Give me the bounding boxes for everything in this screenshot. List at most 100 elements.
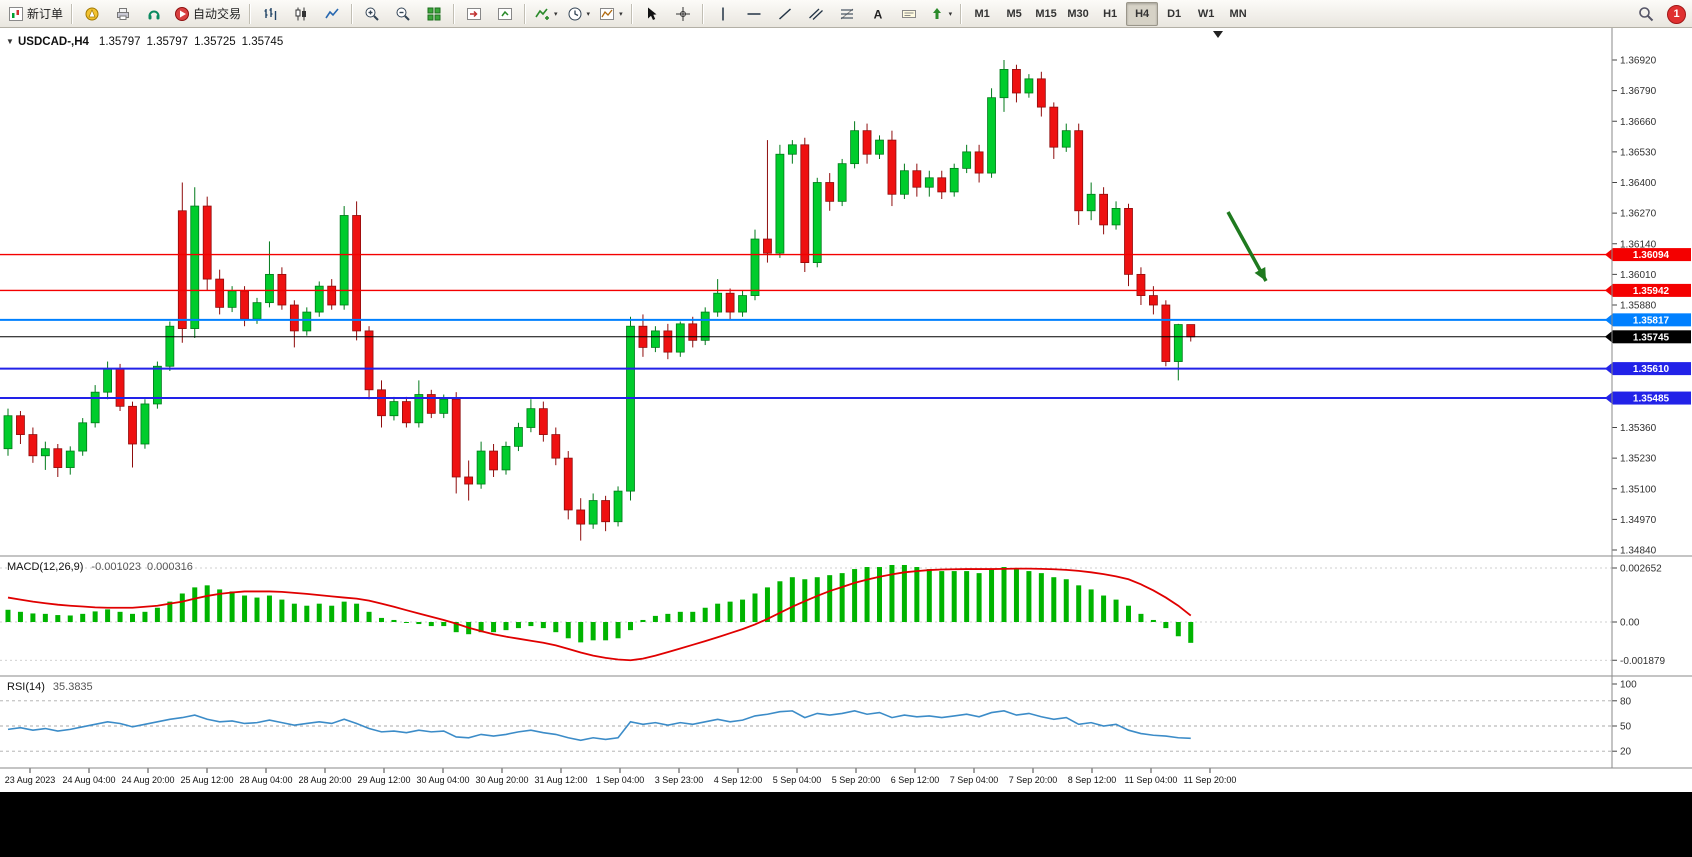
candlestick-icon bbox=[295, 7, 307, 20]
tile-windows-icon bbox=[427, 7, 441, 20]
svg-text:7 Sep 20:00: 7 Sep 20:00 bbox=[1009, 775, 1058, 785]
auto-scroll-icon bbox=[498, 7, 513, 20]
rsi-name: RSI(14) bbox=[7, 681, 45, 693]
trendline-tool-button[interactable] bbox=[770, 2, 800, 26]
market-depth-button[interactable] bbox=[77, 2, 107, 26]
timeframe-h1-button[interactable]: H1 bbox=[1103, 7, 1118, 20]
svg-text:6 Sep 12:00: 6 Sep 12:00 bbox=[891, 775, 940, 785]
toolbar-separator bbox=[630, 3, 633, 24]
auto-trading-button[interactable]: 自动交易 bbox=[170, 2, 245, 26]
chevron-down-icon: ▾ bbox=[619, 10, 623, 18]
new-order-button[interactable]: 新订单 bbox=[4, 2, 67, 26]
close-value: 1.35745 bbox=[242, 36, 284, 48]
tile-windows-button[interactable] bbox=[419, 2, 449, 26]
zoom-in-button[interactable] bbox=[357, 2, 387, 26]
timeframe-d1-button[interactable]: D1 bbox=[1167, 7, 1182, 20]
svg-text:28 Aug 20:00: 28 Aug 20:00 bbox=[298, 775, 351, 785]
svg-text:24 Aug 20:00: 24 Aug 20:00 bbox=[121, 775, 174, 785]
price-line-tags: 1.36094 1.35942 1.35817 1.35745 1.35610 1.354… bbox=[1605, 248, 1691, 405]
candlestick-mode-button[interactable] bbox=[286, 2, 316, 26]
symbol-dropdown-icon[interactable]: ▼ bbox=[6, 37, 14, 46]
indicators-button[interactable]: ▾ bbox=[530, 2, 562, 26]
zoom-out-button[interactable] bbox=[388, 2, 418, 26]
toolbar-separator bbox=[524, 3, 527, 24]
text-label-tool-button[interactable] bbox=[894, 2, 924, 26]
vertical-line-tool-button[interactable] bbox=[708, 2, 738, 26]
trendline-icon bbox=[778, 7, 791, 20]
chart-shift-marker[interactable] bbox=[1213, 31, 1223, 38]
horizontal-line-tool-button[interactable] bbox=[739, 2, 769, 26]
cursor-tool-button[interactable] bbox=[637, 2, 667, 26]
sound-button[interactable] bbox=[139, 2, 169, 26]
timeframe-buttons: M1 M5 M15 M30 H1 H4 D1 W1 MN bbox=[966, 1, 1254, 26]
svg-text:1.36270: 1.36270 bbox=[1620, 209, 1657, 220]
new-order-label: 新订单 bbox=[27, 7, 64, 21]
macd-name: MACD(12,26,9) bbox=[7, 561, 83, 573]
bar-chart-mode-button[interactable] bbox=[255, 2, 285, 26]
search-button[interactable] bbox=[1631, 2, 1661, 26]
macd-main-value: -0.001023 bbox=[91, 561, 141, 573]
svg-text:0.002652: 0.002652 bbox=[1620, 564, 1662, 575]
svg-text:4 Sep 12:00: 4 Sep 12:00 bbox=[714, 775, 763, 785]
chart-header: USDCAD-,H4 1.35797 1.35797 1.35725 1.35745 bbox=[18, 36, 283, 48]
toolbar-right-group: 1 bbox=[1631, 0, 1686, 28]
crosshair-icon bbox=[675, 6, 690, 21]
svg-text:20: 20 bbox=[1620, 747, 1632, 758]
arrow-object-icon bbox=[932, 7, 941, 19]
timeframe-m1-button[interactable]: M1 bbox=[974, 7, 990, 20]
svg-text:-0.001879: -0.001879 bbox=[1620, 656, 1665, 667]
periods-button[interactable]: ▾ bbox=[563, 2, 595, 26]
svg-text:1.36790: 1.36790 bbox=[1620, 86, 1657, 97]
svg-text:1.36140: 1.36140 bbox=[1620, 239, 1657, 250]
timeframe-m30-button[interactable]: M30 bbox=[1067, 7, 1089, 20]
svg-text:1.36660: 1.36660 bbox=[1620, 117, 1657, 128]
svg-text:A: A bbox=[873, 7, 882, 21]
templates-button[interactable]: ▾ bbox=[595, 2, 627, 26]
toolbar-separator bbox=[351, 3, 354, 24]
svg-text:1.35230: 1.35230 bbox=[1620, 454, 1657, 465]
time-axis[interactable]: 23 Aug 2023 24 Aug 04:00 24 Aug 20:00 25 Au… bbox=[5, 768, 1237, 785]
svg-text:0.00: 0.00 bbox=[1620, 618, 1640, 629]
fibonacci-tool-button[interactable] bbox=[832, 2, 862, 26]
new-order-icon bbox=[9, 6, 23, 21]
timeframe-m5-button[interactable]: M5 bbox=[1006, 7, 1022, 20]
svg-text:1.34970: 1.34970 bbox=[1620, 515, 1657, 526]
timeframe-m15-button[interactable]: M15 bbox=[1035, 7, 1057, 20]
timeframe-h4-button[interactable]: H4 bbox=[1126, 1, 1159, 26]
text-tool-button[interactable]: A bbox=[863, 2, 893, 26]
line-chart-mode-button[interactable] bbox=[317, 2, 347, 26]
timeframe-w1-button[interactable]: W1 bbox=[1197, 7, 1215, 20]
horizontal-price-lines[interactable] bbox=[0, 253, 1612, 400]
arrow-annotation[interactable] bbox=[1226, 211, 1268, 282]
template-icon bbox=[600, 7, 615, 20]
crosshair-tool-button[interactable] bbox=[668, 2, 698, 26]
svg-text:1.35610: 1.35610 bbox=[1633, 364, 1670, 375]
price-axis[interactable]: 1.36920 1.36790 1.36660 1.36530 1.36400 1.362… bbox=[1612, 56, 1665, 758]
svg-text:1.35100: 1.35100 bbox=[1620, 484, 1657, 495]
symbol-period-label: USDCAD-,H4 bbox=[18, 36, 90, 48]
rsi-value: 35.3835 bbox=[53, 681, 93, 693]
ohlc-bars-icon bbox=[264, 7, 277, 20]
text-icon: A bbox=[873, 7, 882, 21]
chart-shift-button[interactable] bbox=[459, 2, 489, 26]
svg-text:80: 80 bbox=[1620, 696, 1632, 707]
arrows-tool-button[interactable]: ▾ bbox=[925, 2, 957, 26]
auto-trading-label: 自动交易 bbox=[193, 7, 242, 21]
notification-badge[interactable]: 1 bbox=[1667, 4, 1686, 24]
print-button[interactable] bbox=[108, 2, 138, 26]
channel-tool-button[interactable] bbox=[801, 2, 831, 26]
chevron-down-icon: ▾ bbox=[586, 10, 591, 18]
svg-text:1.34840: 1.34840 bbox=[1620, 546, 1657, 557]
svg-text:1.35485: 1.35485 bbox=[1633, 394, 1670, 405]
svg-text:1.35360: 1.35360 bbox=[1620, 423, 1657, 434]
text-label-icon bbox=[901, 9, 916, 18]
toolbar-separator bbox=[453, 3, 456, 24]
svg-text:1.35880: 1.35880 bbox=[1620, 301, 1657, 312]
line-chart-icon bbox=[325, 7, 339, 18]
svg-text:1.36010: 1.36010 bbox=[1620, 270, 1657, 281]
auto-scroll-button[interactable] bbox=[490, 2, 520, 26]
cursor-icon bbox=[647, 7, 657, 20]
svg-text:11 Sep 20:00: 11 Sep 20:00 bbox=[1184, 775, 1237, 785]
timeframe-mn-button[interactable]: MN bbox=[1229, 7, 1247, 20]
